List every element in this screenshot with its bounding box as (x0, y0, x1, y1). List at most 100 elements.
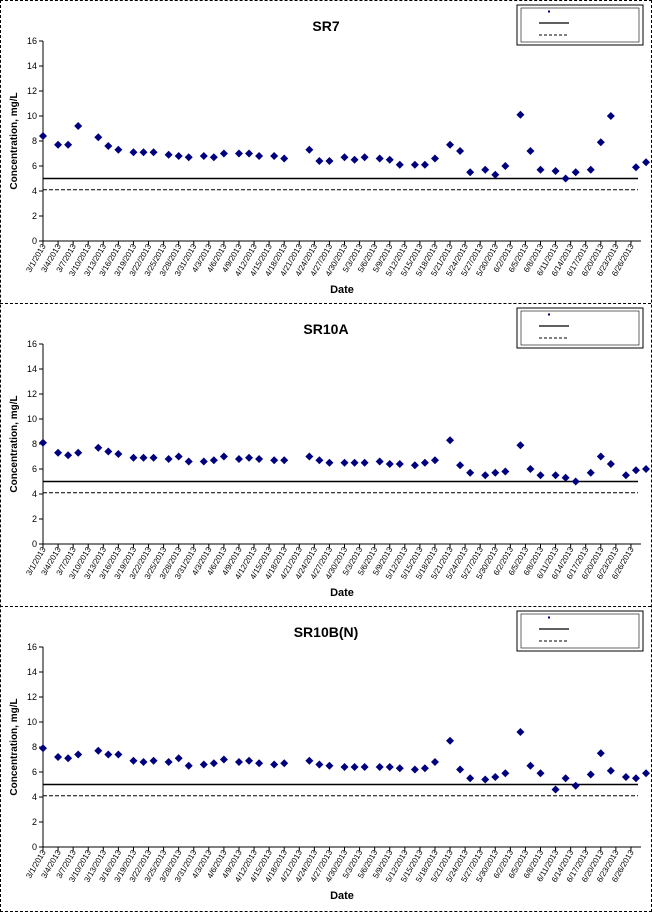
data-point (395, 460, 404, 468)
data-point (621, 773, 630, 781)
data-point (536, 769, 545, 778)
data-point (516, 728, 525, 736)
data-point (420, 764, 429, 773)
data-point (631, 774, 640, 783)
data-point (315, 157, 324, 165)
data-point (410, 461, 419, 470)
data-point (360, 763, 369, 771)
data-point (209, 456, 218, 465)
y-tick-label: 10 (27, 111, 37, 121)
data-point (631, 163, 640, 172)
y-tick-label: 10 (27, 717, 37, 727)
data-point (375, 457, 384, 466)
data-point (446, 140, 455, 149)
data-point (501, 769, 510, 778)
data-point (39, 132, 47, 140)
data-point (245, 453, 254, 462)
data-point (350, 458, 359, 467)
data-point (340, 763, 349, 771)
data-point (104, 447, 113, 456)
data-point (39, 438, 47, 447)
chart-panel-sr7: SR7 0 2 4 6 8 10 12 14 16 3/1/2013 3/4/2013 3/7/2013… (1, 1, 650, 301)
data-point (596, 452, 605, 461)
data-point (270, 760, 279, 769)
y-axis-label: Concentration, mg/L (9, 698, 20, 795)
data-point (184, 153, 193, 162)
data-point (430, 758, 439, 766)
y-tick-label: 0 (32, 236, 37, 246)
data-point (139, 453, 148, 462)
data-point (245, 756, 254, 765)
chart-title: SR7 (312, 18, 339, 34)
data-point (501, 162, 510, 170)
data-point (199, 152, 208, 160)
y-tick-label: 2 (32, 211, 37, 221)
data-point (94, 443, 103, 452)
legend-marker (548, 10, 550, 13)
data-point (481, 165, 490, 174)
data-point (606, 460, 615, 468)
y-tick-label: 12 (27, 86, 37, 96)
data-point (395, 160, 404, 169)
data-point (104, 142, 113, 150)
data-point (164, 758, 173, 766)
data-point (571, 477, 580, 486)
data-point (325, 458, 334, 467)
data-point (350, 763, 359, 771)
chart-legend (516, 307, 644, 349)
y-tick-label: 16 (27, 36, 37, 46)
data-point (571, 168, 580, 177)
data-point (325, 761, 334, 770)
data-point (491, 468, 500, 477)
data-point (209, 153, 218, 162)
data-point (561, 174, 570, 183)
data-point (139, 758, 148, 766)
legend-inner-box (520, 7, 640, 43)
data-point (234, 455, 243, 463)
data-point (360, 458, 369, 467)
data-point (360, 153, 369, 162)
y-tick-label: 16 (27, 642, 37, 652)
data-point (340, 153, 349, 162)
data-point (149, 148, 158, 157)
data-point (114, 145, 123, 154)
x-axis-label: Date (330, 890, 354, 902)
data-point (596, 749, 605, 758)
data-point (174, 152, 183, 160)
data-point (395, 764, 404, 773)
data-point (385, 460, 394, 468)
data-point (466, 468, 475, 477)
chart-title: SR10A (303, 321, 348, 337)
data-point (174, 452, 183, 461)
y-tick-label: 16 (27, 339, 37, 349)
data-point (139, 148, 148, 157)
data-point (129, 453, 138, 462)
data-point (174, 754, 183, 763)
y-tick-label: 6 (32, 767, 37, 777)
data-point (199, 457, 208, 466)
y-axis-label: Concentration, mg/L (9, 92, 20, 189)
y-tick-label: 10 (27, 414, 37, 424)
data-point (375, 763, 384, 771)
data-point (325, 157, 334, 165)
y-tick-label: 4 (32, 186, 37, 196)
data-point (536, 165, 545, 174)
y-tick-label: 4 (32, 489, 37, 499)
data-point (385, 763, 394, 771)
data-point (456, 147, 465, 155)
panel-divider (0, 606, 651, 607)
data-point (94, 746, 103, 755)
data-point (305, 756, 314, 765)
data-point (642, 158, 650, 167)
data-point (245, 149, 254, 158)
data-point (209, 759, 218, 768)
data-point (456, 765, 465, 774)
legend-marker (548, 313, 550, 316)
data-point (114, 750, 123, 759)
data-point (561, 473, 570, 482)
x-axis-label: Date (330, 587, 354, 599)
chart-legend (516, 610, 644, 652)
data-point (64, 451, 73, 460)
data-point (410, 765, 419, 774)
data-point (516, 441, 525, 450)
